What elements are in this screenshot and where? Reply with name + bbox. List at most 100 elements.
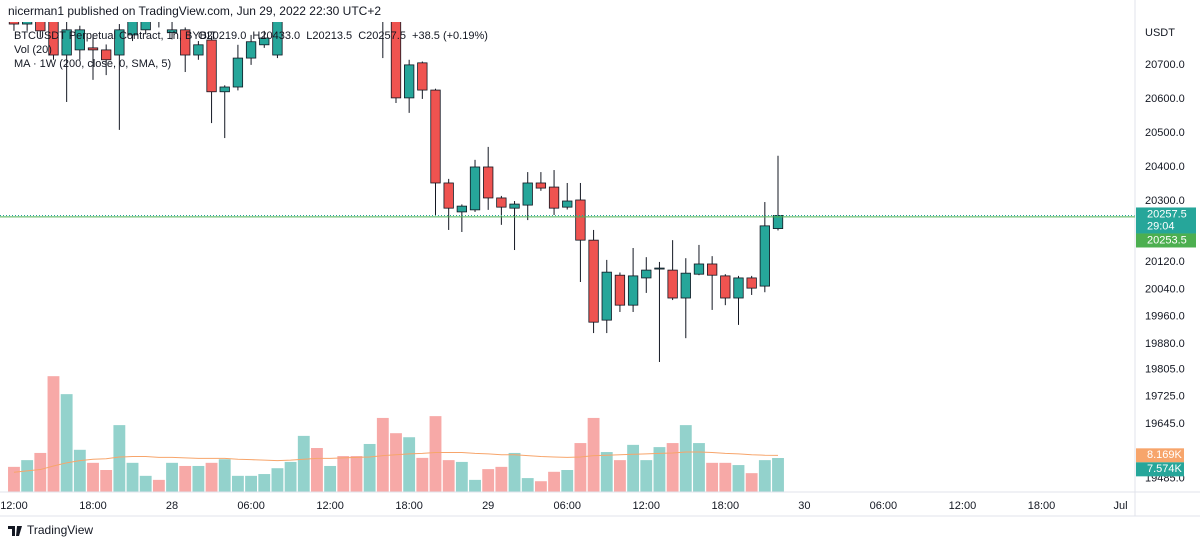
volume-bar: [231, 475, 244, 492]
volume-bar: [679, 425, 692, 492]
volume-bar: [653, 447, 666, 492]
volume-bar: [271, 468, 284, 492]
candle-body: [759, 225, 770, 287]
x-tick-label: 06:00: [870, 500, 898, 512]
volume-bar: [666, 443, 679, 492]
volume-bar: [376, 417, 389, 492]
volume-bar: [113, 425, 126, 492]
volume-bar: [34, 452, 47, 492]
y-tick-label: 19880.0: [1145, 338, 1185, 350]
candle-body: [522, 182, 533, 206]
volume-bar: [758, 460, 771, 492]
currency: USDT: [1145, 27, 1175, 39]
volume-bar: [8, 466, 20, 492]
candle-body: [114, 29, 125, 56]
candle-body: [166, 29, 178, 33]
candle-body: [733, 277, 744, 299]
mark-price-box: [1136, 233, 1196, 248]
last-price-box: [1136, 207, 1196, 234]
candle-body: [772, 215, 784, 229]
x-tick-label: 29: [482, 500, 494, 512]
candle-body: [48, 22, 59, 56]
volume-bar: [772, 458, 784, 492]
volume-ma-label: 8.169K: [1147, 449, 1183, 461]
volume-bar: [508, 452, 521, 492]
candle-body: [601, 271, 612, 321]
candle-body: [232, 57, 244, 88]
volume-bar: [60, 394, 73, 492]
volume-bar: [482, 469, 495, 492]
candle-body: [430, 89, 441, 184]
candle-body: [127, 22, 138, 36]
volume-bar: [534, 481, 547, 492]
x-tick-label: Jul: [1113, 500, 1127, 512]
volume-bar: [719, 462, 732, 492]
candle-body: [61, 29, 72, 56]
published-note: nicerman1 published on TradingView.com, …: [8, 4, 381, 18]
footer-brand: TradingView: [27, 523, 93, 537]
volume-ma-box: [1136, 448, 1184, 463]
candle-body: [535, 182, 547, 189]
volume-bar: [87, 462, 99, 492]
y-tick-label: 20600.0: [1145, 93, 1185, 105]
x-tick-label: 18:00: [1028, 500, 1056, 512]
x-tick-label: 12:00: [0, 500, 28, 512]
candle-body: [35, 22, 46, 32]
volume-bar: [126, 462, 139, 492]
candle-body: [417, 62, 428, 91]
volume-bar: [403, 437, 416, 492]
y-tick-label: 19645.0: [1145, 418, 1185, 430]
volume-label: 7.574K: [1147, 463, 1183, 475]
volume-bar: [561, 470, 574, 492]
x-tick-label: 06:00: [237, 500, 265, 512]
x-tick-label: 06:00: [553, 500, 581, 512]
volume-bar: [614, 460, 626, 492]
legend-ohlc: O20219.0 H20433.0 L20213.5 C20257.5 +38.…: [198, 30, 488, 42]
volume-bar: [192, 465, 205, 492]
candle-body: [614, 274, 626, 306]
y-tick-label: 19725.0: [1145, 391, 1185, 403]
candle-body: [509, 203, 520, 209]
volume-bar: [390, 433, 402, 492]
legend-volume: Vol (20): [14, 44, 52, 56]
volume-bar: [627, 444, 640, 492]
candle-body: [693, 263, 705, 275]
volume-bar: [100, 470, 113, 492]
volume-bar: [311, 448, 323, 492]
y-tick-label: 19960.0: [1145, 311, 1185, 323]
volume-bar: [548, 471, 560, 492]
volume-bar: [600, 452, 613, 492]
volume-bar: [47, 376, 60, 492]
candle-body: [193, 44, 204, 56]
candle-body: [667, 269, 678, 299]
candle-body: [87, 47, 99, 51]
volume-bar: [745, 473, 758, 492]
candle-body: [390, 22, 402, 99]
x-tick-label: 18:00: [395, 500, 423, 512]
candle-body: [206, 39, 217, 93]
volume-bar: [587, 417, 600, 492]
y-tick-label: 20500.0: [1145, 127, 1185, 139]
y-tick-label: 20040.0: [1145, 283, 1185, 295]
volume-bar: [442, 460, 455, 492]
x-tick-label: 12:00: [633, 500, 661, 512]
x-tick-label: 28: [166, 500, 178, 512]
volume-bar: [324, 465, 337, 492]
candle-body: [8, 22, 20, 25]
candle-body: [641, 269, 652, 279]
volume-bar: [574, 443, 587, 492]
x-tick-label: 12:00: [949, 500, 977, 512]
volume-bar: [139, 475, 152, 492]
legend-ma: MA · 1W (200, close, 0, SMA, 5): [14, 58, 171, 70]
candle-body: [562, 200, 573, 208]
volume-box: [1136, 462, 1184, 477]
candle-body: [483, 166, 494, 199]
volume-bar: [218, 459, 231, 492]
candle-body: [496, 197, 507, 208]
y-tick-label: 20700.0: [1145, 59, 1185, 71]
y-tick-label: 19805.0: [1145, 363, 1185, 375]
y-tick-label: 20300.0: [1145, 195, 1185, 207]
volume-bar: [152, 479, 165, 492]
volume-bar: [416, 457, 429, 492]
